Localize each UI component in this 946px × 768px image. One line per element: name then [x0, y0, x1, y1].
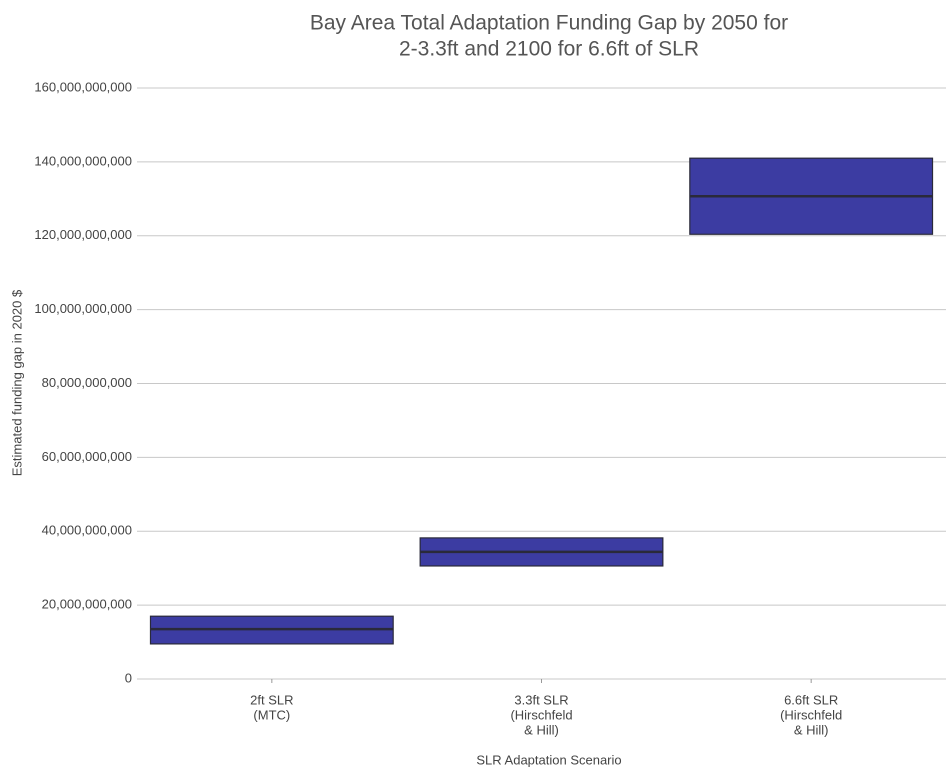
y-axis-label: Estimated funding gap in 2020 $ [9, 289, 24, 476]
y-tick-label: 100,000,000,000 [34, 301, 132, 316]
y-tick-label: 120,000,000,000 [34, 227, 132, 242]
x-tick-label: (Hirschfeld [780, 707, 842, 722]
y-tick-label: 140,000,000,000 [34, 153, 132, 168]
chart-title: Bay Area Total Adaptation Funding Gap by… [310, 12, 788, 35]
y-tick-label: 0 [125, 670, 132, 685]
x-tick-label: & Hill) [794, 722, 829, 737]
x-axis-label: SLR Adaptation Scenario [476, 752, 621, 767]
x-tick-label: 2ft SLR [250, 692, 293, 707]
x-tick-label: (Hirschfeld [510, 707, 572, 722]
x-tick-label: 6.6ft SLR [784, 692, 838, 707]
x-tick-label: & Hill) [524, 722, 559, 737]
y-tick-label: 80,000,000,000 [42, 375, 132, 390]
chart-title: 2-3.3ft and 2100 for 6.6ft of SLR [399, 38, 699, 61]
x-tick-label: (MTC) [253, 707, 290, 722]
y-tick-label: 160,000,000,000 [34, 79, 132, 94]
y-tick-label: 60,000,000,000 [42, 449, 132, 464]
y-tick-label: 40,000,000,000 [42, 523, 132, 538]
y-tick-label: 20,000,000,000 [42, 597, 132, 612]
x-tick-label: 3.3ft SLR [514, 692, 568, 707]
